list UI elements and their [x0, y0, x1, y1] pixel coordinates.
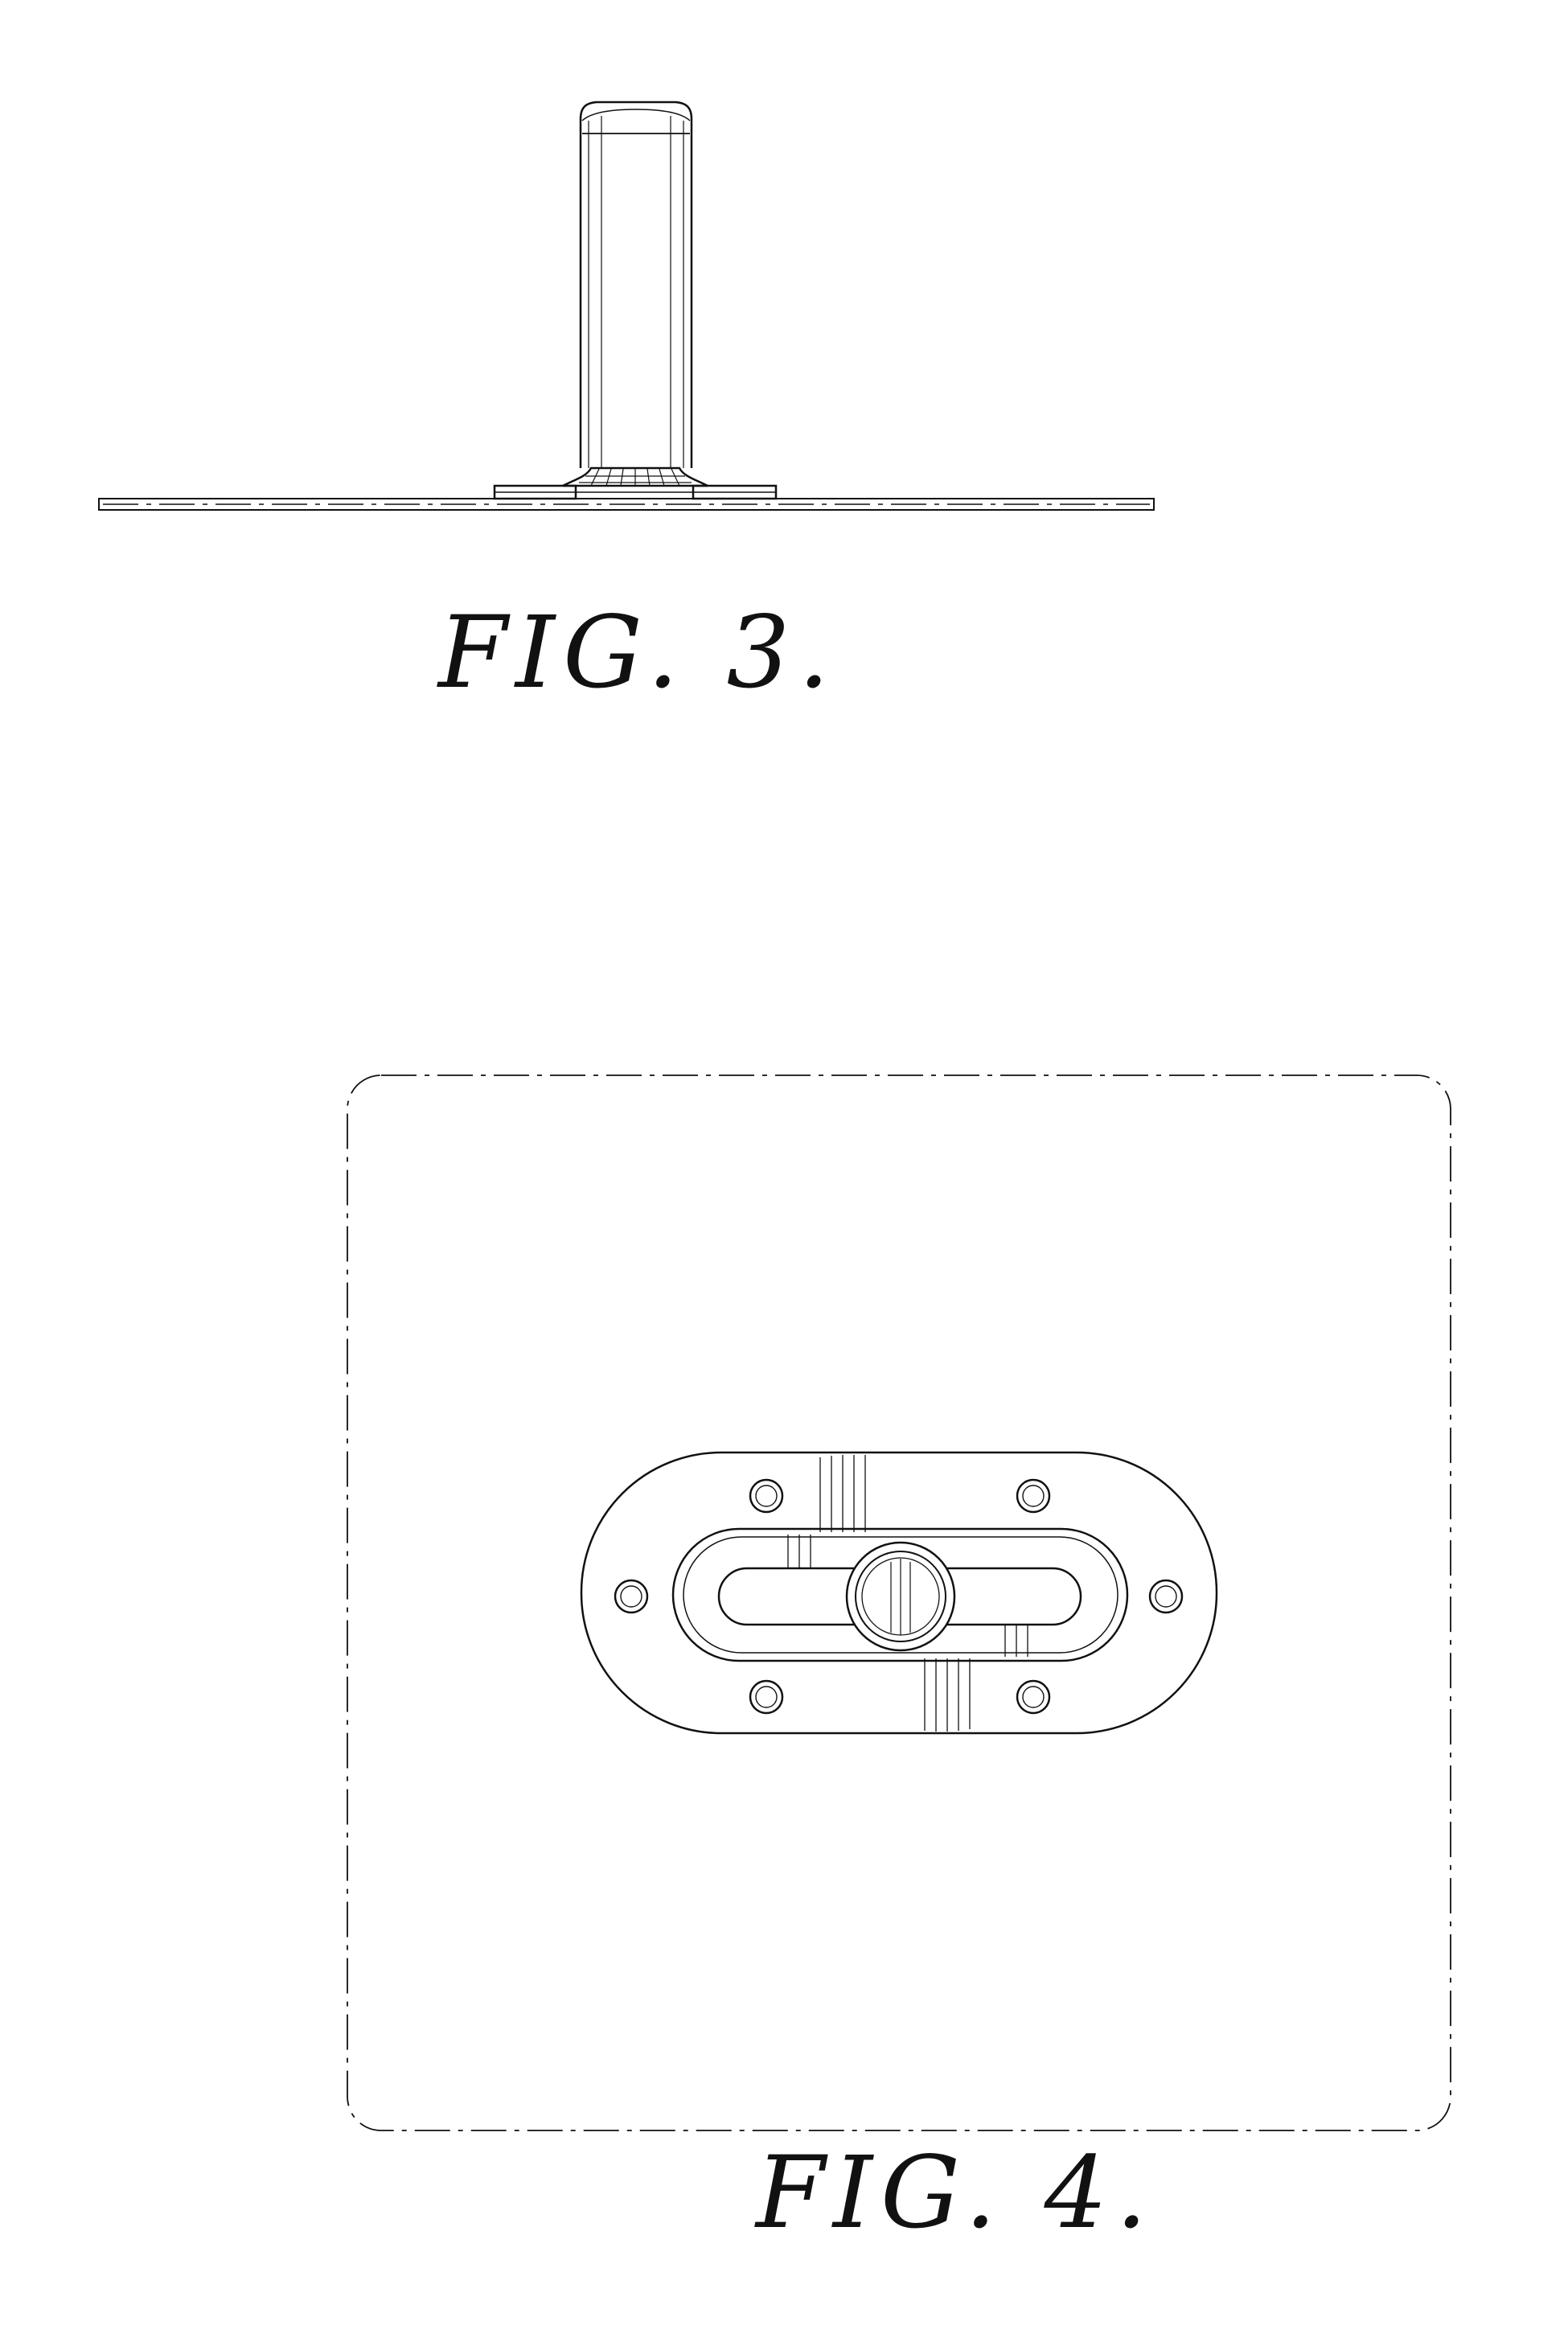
figure-3-label: FIG. 3.: [438, 603, 838, 703]
fig3-mounting-surface: [99, 499, 1154, 510]
figure-4-label: FIG. 4.: [756, 2143, 1155, 2243]
mounting-hole: [1150, 1580, 1182, 1613]
mounting-hole: [615, 1580, 647, 1613]
mounting-hole: [1017, 1681, 1049, 1713]
fig3-post: [581, 102, 692, 468]
mounting-hole: [1017, 1480, 1049, 1512]
mounting-hole: [750, 1480, 782, 1512]
fig4-center-post: [847, 1543, 954, 1650]
fig3-flange-fillet: [563, 468, 708, 486]
mounting-hole: [750, 1681, 782, 1713]
fig3-side-view: [99, 102, 1154, 510]
fig4-top-view: [347, 1075, 1451, 2130]
fig3-base-flange: [495, 486, 776, 499]
